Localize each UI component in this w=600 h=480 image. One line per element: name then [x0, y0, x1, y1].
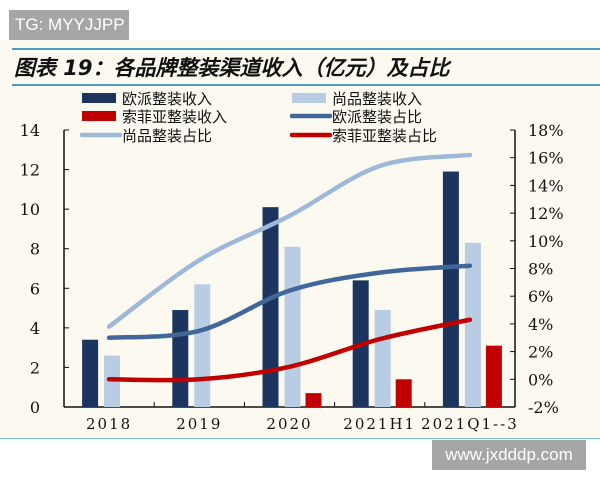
bar-2: [194, 284, 211, 407]
legend-label: 尚品整装占比: [122, 127, 212, 145]
bar-1: [442, 171, 459, 407]
divider: [0, 438, 600, 439]
left-tick-label: 2: [30, 358, 40, 377]
right-tick-label: 8%: [528, 260, 553, 279]
x-tick-label: 2021H1: [343, 415, 416, 433]
right-tick-label: 16%: [528, 149, 564, 168]
legend-swatch: [82, 111, 116, 121]
bar-3: [395, 379, 412, 407]
line-series-3: [106, 317, 473, 383]
right-tick-label: 12%: [528, 204, 564, 223]
left-tick-label: 14: [20, 121, 40, 140]
bar-2: [374, 310, 391, 407]
right-tick-label: 6%: [528, 287, 553, 306]
legend-swatch: [292, 93, 326, 103]
legend-label: 欧派整装收入: [122, 90, 212, 108]
legend-label: 索菲亚整装占比: [332, 127, 437, 145]
watermark-top: TG: MYYJJPP: [9, 10, 129, 40]
line-series-2: [106, 152, 473, 329]
bar-3: [305, 393, 322, 407]
right-tick-label: 2%: [528, 343, 553, 362]
watermark-bottom: www.jxdddp.com: [432, 440, 586, 470]
legend-label: 索菲亚整装收入: [122, 108, 227, 126]
right-tick-label: -2%: [528, 398, 559, 417]
x-tick-label: 2018: [86, 415, 132, 433]
x-tick-label: 2021Q1--3: [421, 415, 519, 433]
right-tick-label: 14%: [528, 176, 564, 195]
legend-label: 欧派整装占比: [332, 108, 422, 126]
bar-2: [284, 246, 301, 407]
right-tick-label: 4%: [528, 315, 553, 334]
line-series-1: [106, 263, 473, 340]
legend-swatch: [82, 93, 116, 103]
left-tick-label: 4: [30, 319, 40, 338]
chart-title: 图表 19：各品牌整装渠道收入（亿元）及占比: [14, 56, 450, 80]
left-tick-label: 12: [20, 161, 40, 180]
bar-1: [262, 207, 279, 407]
divider: [12, 84, 600, 86]
left-tick-label: 8: [30, 240, 40, 259]
divider: [12, 48, 600, 50]
bar-1: [172, 310, 189, 407]
left-tick-label: 10: [20, 200, 40, 219]
left-tick-label: 6: [30, 279, 40, 298]
right-tick-label: 10%: [528, 232, 564, 251]
bar-1: [82, 339, 99, 407]
right-tick-label: 0%: [528, 370, 553, 389]
x-tick-label: 2019: [176, 415, 222, 433]
x-tick-label: 2020: [266, 415, 312, 433]
bar-2: [464, 242, 481, 407]
bar-3: [485, 345, 502, 407]
legend-label: 尚品整装收入: [332, 90, 422, 108]
left-tick-label: 0: [30, 398, 40, 417]
right-tick-label: 18%: [528, 121, 564, 140]
